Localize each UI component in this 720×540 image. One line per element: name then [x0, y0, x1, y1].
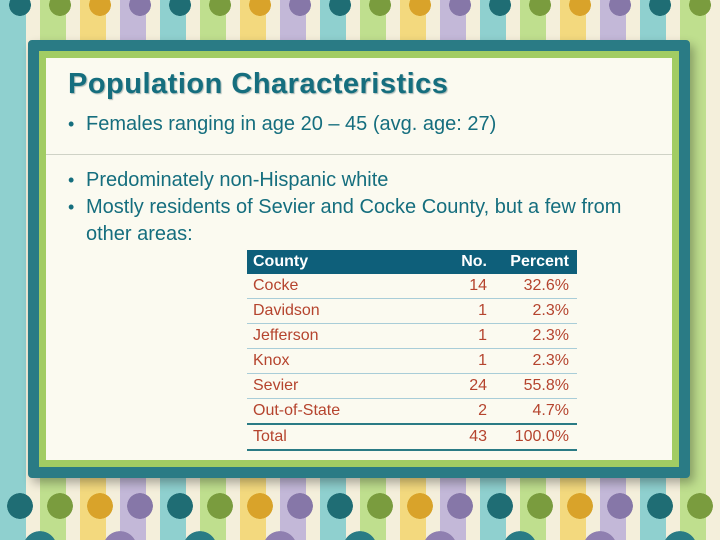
- table-row: Davidson 1 2.3%: [247, 298, 577, 324]
- table-cell: Davidson: [247, 298, 421, 324]
- table-cell: 1: [421, 323, 495, 349]
- bullet-item-residency: • Mostly residents of Sevier and Cocke C…: [66, 194, 646, 248]
- county-table-container: County No. Percent Cocke 14 32.6% Davidson 1 2.…: [247, 250, 577, 451]
- county-table: County No. Percent Cocke 14 32.6% Davidson 1 2.…: [247, 250, 577, 451]
- table-cell: 1: [421, 348, 495, 374]
- table-cell: 24: [421, 373, 495, 399]
- county-table-head-row: County No. Percent: [247, 250, 577, 274]
- table-row: Jefferson 1 2.3%: [247, 323, 577, 349]
- table-header-cell: No.: [421, 250, 495, 274]
- table-header-cell: Percent: [495, 250, 577, 274]
- bullet-icon: •: [68, 170, 75, 190]
- bullet-icon: •: [68, 197, 75, 217]
- table-row: Sevier 24 55.8%: [247, 373, 577, 399]
- bullet-item-ethnicity: • Predominately non-Hispanic white: [66, 167, 658, 194]
- table-cell: 1: [421, 298, 495, 324]
- table-cell: Sevier: [247, 373, 421, 399]
- table-row: Out-of-State 2 4.7%: [247, 398, 577, 425]
- section-divider: [46, 154, 672, 155]
- table-cell: 2: [421, 398, 495, 425]
- table-cell: 32.6%: [495, 274, 577, 299]
- table-cell: 2.3%: [495, 348, 577, 374]
- bullet-text: Mostly residents of Sevier and Cocke Cou…: [86, 196, 622, 245]
- table-row: Knox 1 2.3%: [247, 348, 577, 374]
- slide-content: Population Characteristics • Females ran…: [39, 51, 679, 467]
- table-cell: Out-of-State: [247, 398, 421, 425]
- table-cell: Knox: [247, 348, 421, 374]
- table-cell: 2.3%: [495, 298, 577, 324]
- table-cell: 100.0%: [495, 423, 577, 451]
- table-cell: 2.3%: [495, 323, 577, 349]
- bullet-item-age: • Females ranging in age 20 – 45 (avg. a…: [66, 111, 658, 138]
- table-cell: 43: [421, 423, 495, 451]
- table-cell: Total: [247, 423, 421, 451]
- table-cell: Jefferson: [247, 323, 421, 349]
- table-cell: 55.8%: [495, 373, 577, 399]
- table-row: Total 43 100.0%: [247, 423, 577, 451]
- table-cell: Cocke: [247, 274, 421, 299]
- bullet-text: Females ranging in age 20 – 45 (avg. age…: [86, 113, 497, 135]
- table-cell: 4.7%: [495, 398, 577, 425]
- table-row: Cocke 14 32.6%: [247, 274, 577, 299]
- table-header-cell: County: [247, 250, 421, 274]
- slide-frame: Population Characteristics • Females ran…: [28, 40, 690, 478]
- bullet-text: Predominately non-Hispanic white: [86, 169, 389, 191]
- table-cell: 14: [421, 274, 495, 299]
- slide-title: Population Characteristics: [68, 68, 449, 100]
- bullet-icon: •: [68, 114, 75, 134]
- county-table-body: Cocke 14 32.6% Davidson 1 2.3% Jefferson 1 2.3% K…: [247, 274, 577, 451]
